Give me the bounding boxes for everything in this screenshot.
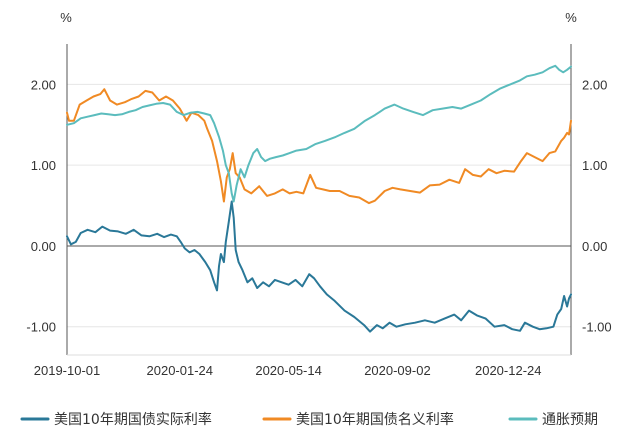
series-line-1 [66,200,572,333]
axes [66,44,572,356]
y-tick-label-left: 2.00 [31,77,56,92]
y-tick-labels: 2.00 2.00 1.00 1.00 0.00 0.00 -1.00 -1.00 [26,77,611,334]
x-tick-label: 2020-05-14 [255,363,322,378]
series-line-2 [66,88,572,205]
y-tick-label-left: 1.00 [31,158,56,173]
x-tick-label: 2020-12-24 [475,363,542,378]
gridlines [67,83,571,328]
x-tick-labels: 2019-10-01 2020-01-24 2020-05-14 2020-09-02… [34,363,542,378]
x-tick-label: 2020-09-02 [364,363,431,378]
legend-label-3: 通胀预期 [542,412,598,428]
y-tick-label-right: 2.00 [582,77,607,92]
y-tick-label-left: 0.00 [31,239,56,254]
x-tick-label: 2020-01-24 [147,363,214,378]
y-unit-left: % [60,10,72,25]
legend-label-1: 美国10年期国债实际利率 [54,411,212,428]
legend: 美国10年期国债实际利率 美国10年期国债名义利率 通胀预期 [20,411,598,428]
y-tick-label-right: -1.00 [582,320,612,335]
legend-label-2: 美国10年期国债名义利率 [296,411,454,428]
y-unit-right: % [565,10,577,25]
series-line-3 [66,64,572,203]
y-tick-label-left: -1.00 [26,320,56,335]
y-tick-label-right: 1.00 [582,158,607,173]
series-lines [66,64,572,333]
x-tick-label: 2019-10-01 [34,363,101,378]
y-tick-label-right: 0.00 [582,239,607,254]
